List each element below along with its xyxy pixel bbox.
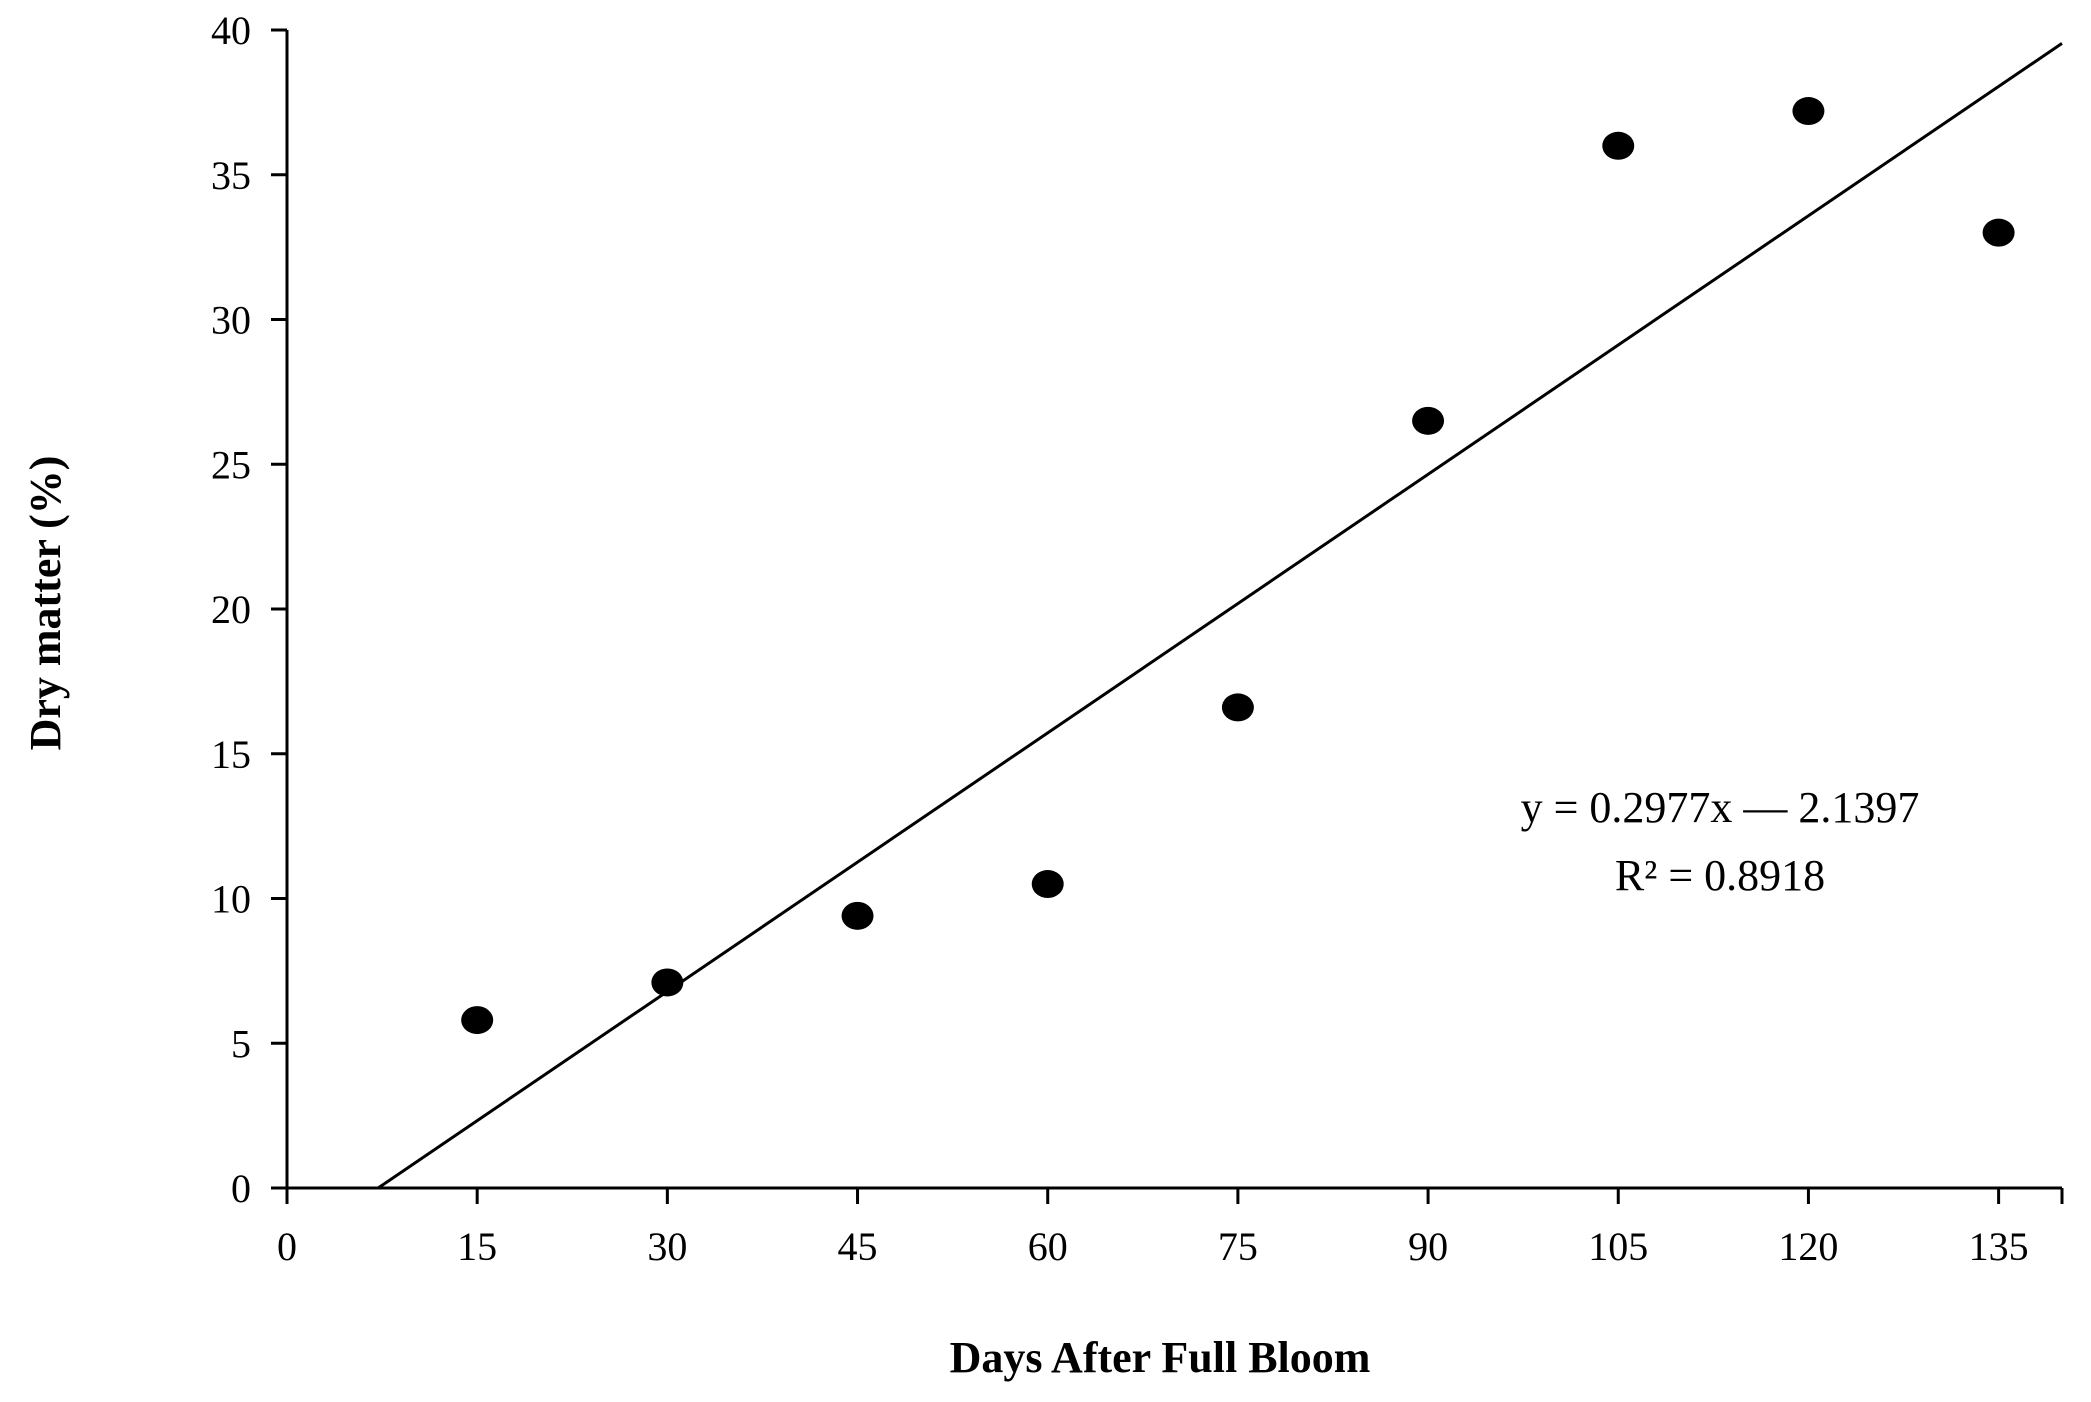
x-tick-label: 0 xyxy=(277,1224,297,1269)
y-tick-label: 30 xyxy=(211,298,251,343)
x-tick-label: 120 xyxy=(1778,1224,1838,1269)
equation-label: y = 0.2977x — 2.1397 xyxy=(1521,783,1920,832)
data-point xyxy=(1221,693,1254,722)
x-tick-label: 45 xyxy=(838,1224,878,1269)
trend-line xyxy=(377,42,2063,1190)
axes xyxy=(285,30,2062,1190)
x-tick-label: 135 xyxy=(1969,1224,2029,1269)
data-point xyxy=(1792,97,1825,126)
x-tick-label: 75 xyxy=(1218,1224,1258,1269)
data-point xyxy=(1412,406,1445,435)
data-point xyxy=(1031,870,1064,899)
x-tick-label: 15 xyxy=(457,1224,497,1269)
y-tick-label: 35 xyxy=(211,153,251,198)
data-point xyxy=(1602,131,1635,160)
data-point xyxy=(651,968,684,997)
ticks: 0 15 30 45 60 75 90 105 120 135 0 5 10 15 20 25 30 35 40 xyxy=(211,8,2064,1269)
y-tick-label: 40 xyxy=(211,8,251,53)
data-points xyxy=(461,97,2015,1035)
y-tick-label: 15 xyxy=(211,732,251,777)
y-tick-label: 10 xyxy=(211,877,251,922)
r-squared-label: R² = 0.8918 xyxy=(1615,851,1825,900)
x-tick-label: 30 xyxy=(647,1224,687,1269)
y-tick-label: 0 xyxy=(231,1166,251,1211)
y-tick-label: 20 xyxy=(211,587,251,632)
y-axis-title: Dry matter (%) xyxy=(21,456,70,751)
x-axis-title: Days After Full Bloom xyxy=(950,1333,1371,1382)
data-point xyxy=(841,901,874,930)
y-tick-label: 5 xyxy=(231,1021,251,1066)
x-tick-label: 90 xyxy=(1408,1224,1448,1269)
x-tick-label: 60 xyxy=(1028,1224,1068,1269)
data-point xyxy=(461,1006,494,1035)
data-point xyxy=(1982,218,2015,247)
x-tick-label: 105 xyxy=(1588,1224,1648,1269)
y-tick-label: 25 xyxy=(211,442,251,487)
